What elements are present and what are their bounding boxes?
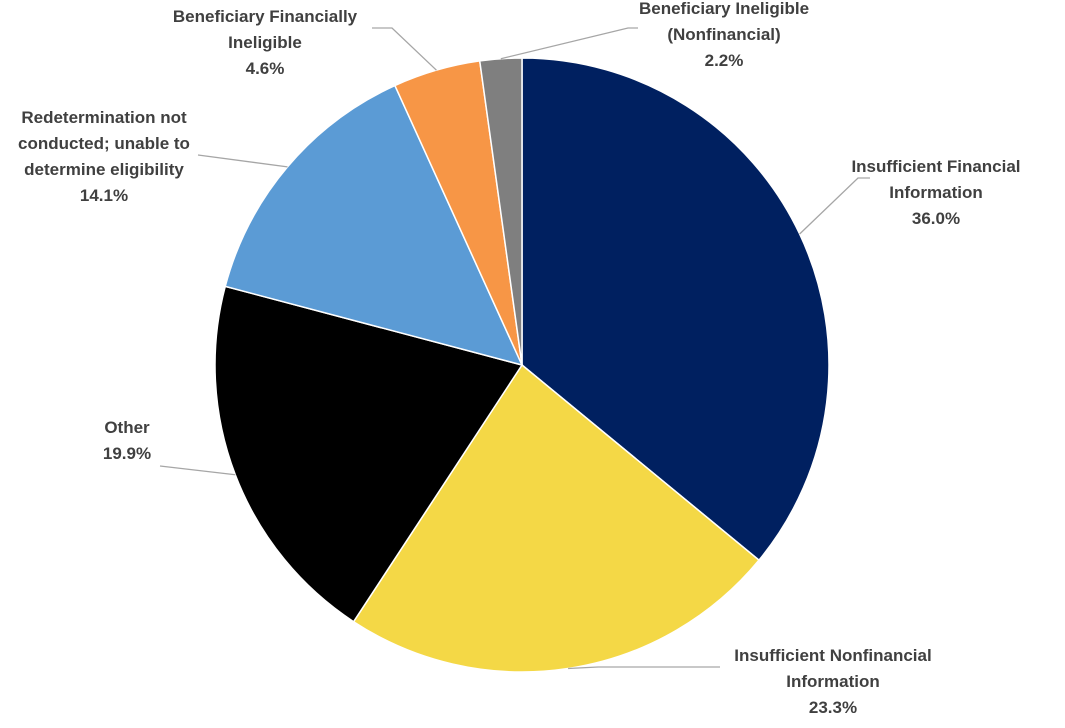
data-label-value-3: 14.1% [80, 186, 128, 205]
data-label-0: Insufficient Financial Information 36.0% [851, 157, 1020, 228]
data-label-text-1: Information [786, 672, 880, 691]
pie-slice-5 [478, 57, 523, 366]
leader-line-0 [799, 177, 870, 235]
leader-line-1 [568, 666, 720, 670]
pie-slice-1 [352, 363, 761, 673]
leader-line-5 [500, 27, 638, 60]
data-label-text-3: conducted; unable to [18, 134, 190, 153]
leader-lines [159, 27, 870, 670]
data-label-value-0: 36.0% [912, 209, 960, 228]
data-label-text-5: Beneficiary Ineligible [639, 0, 809, 18]
data-label-text-2: Other [104, 418, 150, 437]
data-label-text-0: Insufficient Financial [851, 157, 1020, 176]
data-label-2: Other 19.9% [103, 418, 151, 463]
pie-slices [214, 57, 830, 673]
pie-slice-0 [521, 57, 830, 562]
data-label-value-5: 2.2% [705, 51, 744, 70]
data-label-value-1: 23.3% [809, 698, 857, 717]
data-label-text-4: Beneficiary Financially [173, 7, 358, 26]
pie-slice-2 [214, 285, 524, 623]
data-label-value-4: 4.6% [246, 59, 285, 78]
data-label-text-4: Ineligible [228, 33, 302, 52]
pie-slice-3 [224, 84, 524, 367]
data-label-text-3: Redetermination not [21, 108, 187, 127]
data-label-text-5: (Nonfinancial) [667, 25, 780, 44]
data-label-text-1: Insufficient Nonfinancial [734, 646, 931, 665]
data-label-3: Redetermination not conducted; unable to d… [18, 108, 190, 205]
leader-line-3 [197, 154, 288, 168]
data-labels: Insufficient Financial Information 36.0%In… [18, 0, 1020, 717]
data-label-value-2: 19.9% [103, 444, 151, 463]
leader-line-2 [159, 465, 236, 476]
data-label-4: Beneficiary Financially Ineligible 4.6% [173, 7, 358, 78]
data-label-1: Insufficient Nonfinancial Information 23.3… [734, 646, 931, 717]
data-label-text-0: Information [889, 183, 983, 202]
data-label-5: Beneficiary Ineligible (Nonfinancial) 2.2% [639, 0, 809, 70]
data-label-text-3: determine eligibility [24, 160, 184, 179]
leader-line-4 [372, 27, 437, 71]
